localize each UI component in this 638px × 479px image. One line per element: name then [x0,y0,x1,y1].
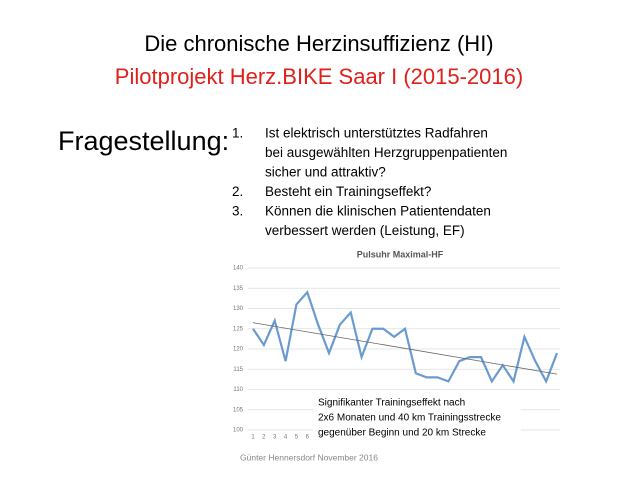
trend-line [252,322,558,375]
list-text: Können die klinischen Patientendaten [265,204,491,219]
y-tick-label: 130 [233,306,244,312]
slide-title: Die chronische Herzinsuffizienz (HI) [144,31,493,56]
x-tick-label: 1 [251,435,255,441]
footer: Günter Hennersdorf November 2016 [240,452,378,462]
annotation-text: gegenüber Beginn und 20 km Strecke [318,428,486,439]
y-tick-label: 120 [233,347,244,353]
chart-title: Pulsuhr Maximal-HF [357,249,444,259]
x-tick-label: 5 [295,435,299,441]
list-text: sicher und attraktiv? [265,165,386,180]
y-tick-label: 115 [233,367,243,373]
list-text: Ist elektrisch unterstütztes Radfahren [265,126,488,141]
annotation-box [313,393,521,443]
y-tick-label: 140 [233,266,244,272]
list-number: 3. [232,204,243,219]
x-tick-label: 3 [273,435,277,441]
list-number: 2. [232,184,243,199]
list-text: Besteht ein Trainingseffekt? [265,184,431,199]
slide-subtitle: Pilotprojekt Herz.BIKE Saar I (2015-2016… [115,64,523,89]
x-tick-label: 2 [262,435,266,441]
y-tick-label: 105 [233,407,244,413]
list-text: verbessert werden (Leistung, EF) [265,223,465,238]
x-tick-label: 6 [306,435,310,441]
annotation-text: Signifikanter Trainingseffekt nach [318,398,465,409]
y-tick-label: 100 [233,428,244,434]
list-number: 1. [232,126,243,141]
y-tick-label: 125 [233,326,244,332]
x-tick-label: 4 [284,435,288,441]
list-text: bei ausgewählten Herzgruppenpatienten [265,145,507,160]
question-label: Fragestellung: [58,126,229,156]
y-tick-label: 110 [233,387,243,393]
y-tick-label: 135 [233,286,244,292]
data-line [252,290,559,385]
annotation-text: 2x6 Monaten und 40 km Trainingsstrecke [318,413,501,424]
